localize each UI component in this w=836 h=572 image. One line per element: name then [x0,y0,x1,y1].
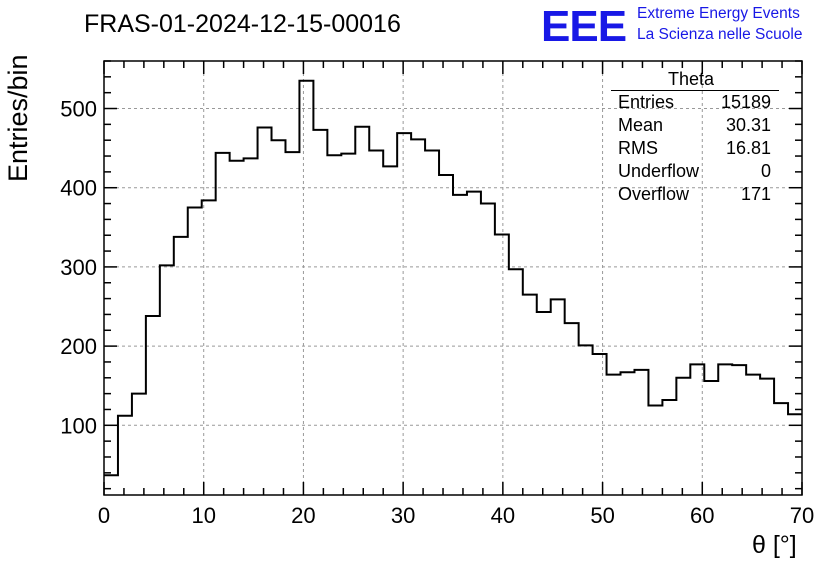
x-tick-label: 40 [491,503,515,528]
histogram-series [104,79,802,477]
x-tick-label: 60 [690,503,714,528]
stats-value: 0 [760,161,771,181]
x-tick-label: 70 [790,503,814,528]
logo-text: Extreme Energy Events La Scienza nelle S… [637,3,802,45]
chart-title: FRAS-01-2024-12-15-00016 [84,10,401,38]
stats-row-underflow: Underflow 0 [611,160,779,183]
y-axis-label: Entries/bin [3,54,33,182]
x-tick-label: 10 [191,503,215,528]
stats-row-mean: Mean 30.31 [611,114,779,137]
x-axis-label: θ [°] [752,531,797,559]
stats-label: Mean [618,115,664,135]
y-tick-label: 400 [60,176,97,201]
x-tick-label: 50 [590,503,614,528]
stats-row-entries: Entries 15189 [611,91,779,114]
plot-frame [103,60,803,496]
stats-value: 16.81 [725,138,771,158]
y-tick-label: 500 [60,97,97,122]
x-tick-label: 20 [291,503,315,528]
y-tick-label: 300 [60,255,97,280]
stats-value: 171 [740,184,771,204]
y-tick-label: 100 [60,413,97,438]
stats-row-overflow: Overflow 171 [611,183,779,206]
stats-box-title: Theta [611,68,779,91]
stats-label: RMS [618,138,658,158]
stats-box: Theta Entries 15189 Mean 30.31 RMS 16.81… [611,68,779,206]
stats-value: 15189 [720,92,771,112]
stats-label: Entries [618,92,675,112]
x-tick-label: 30 [391,503,415,528]
stats-label: Underflow [618,161,700,181]
tick-labels: 0 10 20 30 40 50 60 70 100 200 300 400 500 [60,97,814,528]
x-tick-label: 0 [98,503,110,528]
logo-line-2: La Scienza nelle Scuole [637,26,803,43]
eee-logo: EEE [541,2,627,51]
logo-line-1: Extreme Energy Events [637,5,800,22]
stats-label: Overflow [618,184,690,204]
stats-row-rms: RMS 16.81 [611,137,779,160]
y-tick-label: 200 [60,334,97,359]
axis-ticks [103,60,803,495]
stats-value: 30.31 [725,115,771,135]
